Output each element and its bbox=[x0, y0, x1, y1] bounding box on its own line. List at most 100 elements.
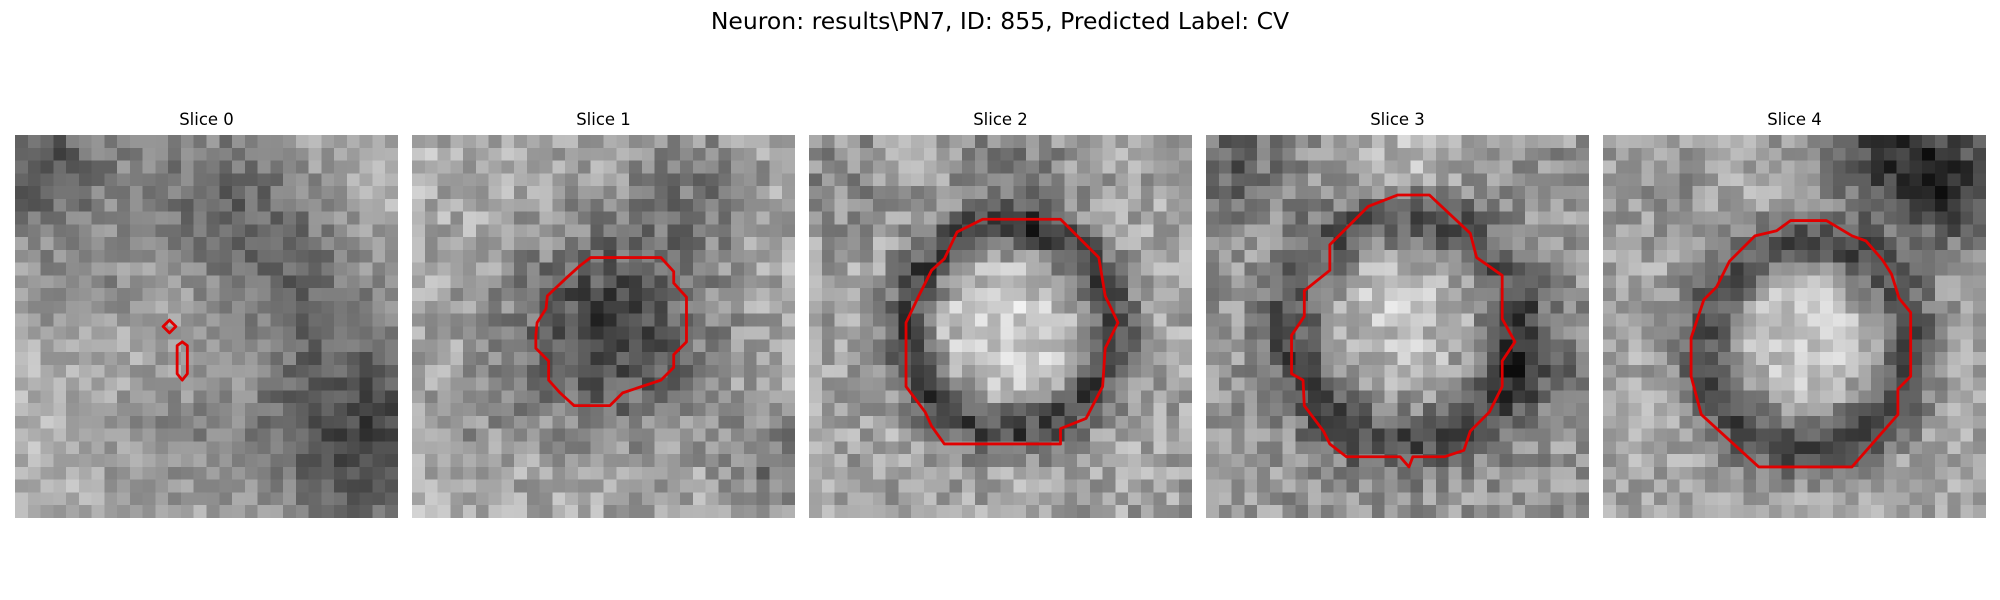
image-pixel bbox=[1845, 364, 1859, 378]
image-pixel bbox=[565, 186, 579, 200]
image-pixel bbox=[475, 147, 489, 161]
image-pixel bbox=[1922, 275, 1936, 289]
image-pixel bbox=[1845, 403, 1859, 417]
image-pixel bbox=[1140, 441, 1154, 455]
image-pixel bbox=[860, 352, 874, 366]
image-pixel bbox=[705, 492, 719, 506]
image-pixel bbox=[168, 288, 182, 302]
image-pixel bbox=[117, 454, 131, 468]
image-pixel bbox=[1692, 454, 1706, 468]
image-pixel bbox=[1909, 300, 1923, 314]
image-pixel bbox=[1051, 390, 1065, 404]
image-pixel bbox=[463, 415, 477, 429]
image-pixel bbox=[295, 441, 309, 455]
image-pixel bbox=[27, 300, 41, 314]
image-pixel bbox=[1934, 352, 1948, 366]
image-pixel bbox=[78, 466, 92, 480]
image-pixel bbox=[91, 262, 105, 276]
image-pixel bbox=[1153, 479, 1167, 493]
image-pixel bbox=[718, 186, 732, 200]
image-pixel bbox=[1410, 415, 1424, 429]
image-pixel bbox=[1153, 390, 1167, 404]
image-pixel bbox=[1153, 237, 1167, 251]
image-pixel bbox=[412, 160, 426, 174]
image-pixel bbox=[424, 364, 438, 378]
image-pixel bbox=[1832, 364, 1846, 378]
image-pixel bbox=[1909, 211, 1923, 225]
image-pixel bbox=[705, 173, 719, 187]
image-pixel bbox=[40, 339, 54, 353]
image-pixel bbox=[1128, 505, 1142, 518]
image-pixel bbox=[1448, 505, 1462, 518]
image-pixel bbox=[1756, 415, 1770, 429]
image-pixel bbox=[1089, 377, 1103, 391]
image-pixel bbox=[1359, 173, 1373, 187]
image-pixel bbox=[91, 186, 105, 200]
image-pixel bbox=[1166, 173, 1180, 187]
image-pixel bbox=[1654, 173, 1668, 187]
image-pixel bbox=[1525, 505, 1539, 518]
image-pixel bbox=[295, 377, 309, 391]
image-pixel bbox=[1973, 300, 1986, 314]
image-pixel bbox=[1231, 160, 1245, 174]
image-pixel bbox=[1244, 186, 1258, 200]
image-pixel bbox=[1666, 186, 1680, 200]
image-pixel bbox=[1922, 135, 1936, 149]
image-pixel bbox=[334, 390, 348, 404]
image-pixel bbox=[501, 479, 515, 493]
image-pixel bbox=[1320, 403, 1334, 417]
image-pixel bbox=[680, 135, 694, 149]
image-pixel bbox=[1384, 390, 1398, 404]
image-pixel bbox=[911, 135, 925, 149]
image-pixel bbox=[1102, 198, 1116, 212]
image-pixel bbox=[718, 377, 732, 391]
image-pixel bbox=[308, 186, 322, 200]
image-pixel bbox=[385, 454, 398, 468]
image-pixel bbox=[424, 211, 438, 225]
image-pixel bbox=[834, 275, 848, 289]
image-pixel bbox=[1615, 224, 1629, 238]
image-pixel bbox=[180, 249, 194, 263]
image-pixel bbox=[1743, 428, 1757, 442]
image-pixel bbox=[283, 288, 297, 302]
image-pixel bbox=[15, 441, 29, 455]
image-pixel bbox=[283, 454, 297, 468]
image-pixel bbox=[1628, 428, 1642, 442]
image-pixel bbox=[1692, 186, 1706, 200]
image-pixel bbox=[232, 326, 246, 340]
image-pixel bbox=[321, 466, 335, 480]
image-pixel bbox=[667, 211, 681, 225]
image-pixel bbox=[885, 364, 899, 378]
image-pixel bbox=[66, 275, 80, 289]
image-pixel bbox=[1883, 377, 1897, 391]
image-pixel bbox=[1013, 466, 1027, 480]
image-pixel bbox=[1705, 377, 1719, 391]
image-pixel bbox=[834, 198, 848, 212]
image-pixel bbox=[372, 479, 386, 493]
image-pixel bbox=[514, 428, 528, 442]
image-pixel bbox=[359, 173, 373, 187]
image-pixel bbox=[514, 147, 528, 161]
image-pixel bbox=[1922, 288, 1936, 302]
image-pixel bbox=[526, 428, 540, 442]
image-pixel bbox=[1909, 326, 1923, 340]
image-pixel bbox=[1845, 428, 1859, 442]
image-pixel bbox=[232, 364, 246, 378]
image-pixel bbox=[1525, 466, 1539, 480]
image-pixel bbox=[308, 415, 322, 429]
image-pixel bbox=[1871, 390, 1885, 404]
image-pixel bbox=[346, 275, 360, 289]
image-pixel bbox=[756, 339, 770, 353]
image-pixel bbox=[129, 135, 143, 149]
image-pixel bbox=[180, 186, 194, 200]
image-pixel bbox=[911, 147, 925, 161]
image-pixel bbox=[1295, 441, 1309, 455]
image-pixel bbox=[1576, 211, 1589, 225]
image-pixel bbox=[270, 288, 284, 302]
image-pixel bbox=[193, 505, 207, 518]
image-pixel bbox=[1845, 326, 1859, 340]
image-pixel bbox=[1077, 224, 1091, 238]
image-pixel bbox=[385, 339, 398, 353]
image-pixel bbox=[526, 377, 540, 391]
image-pixel bbox=[117, 326, 131, 340]
